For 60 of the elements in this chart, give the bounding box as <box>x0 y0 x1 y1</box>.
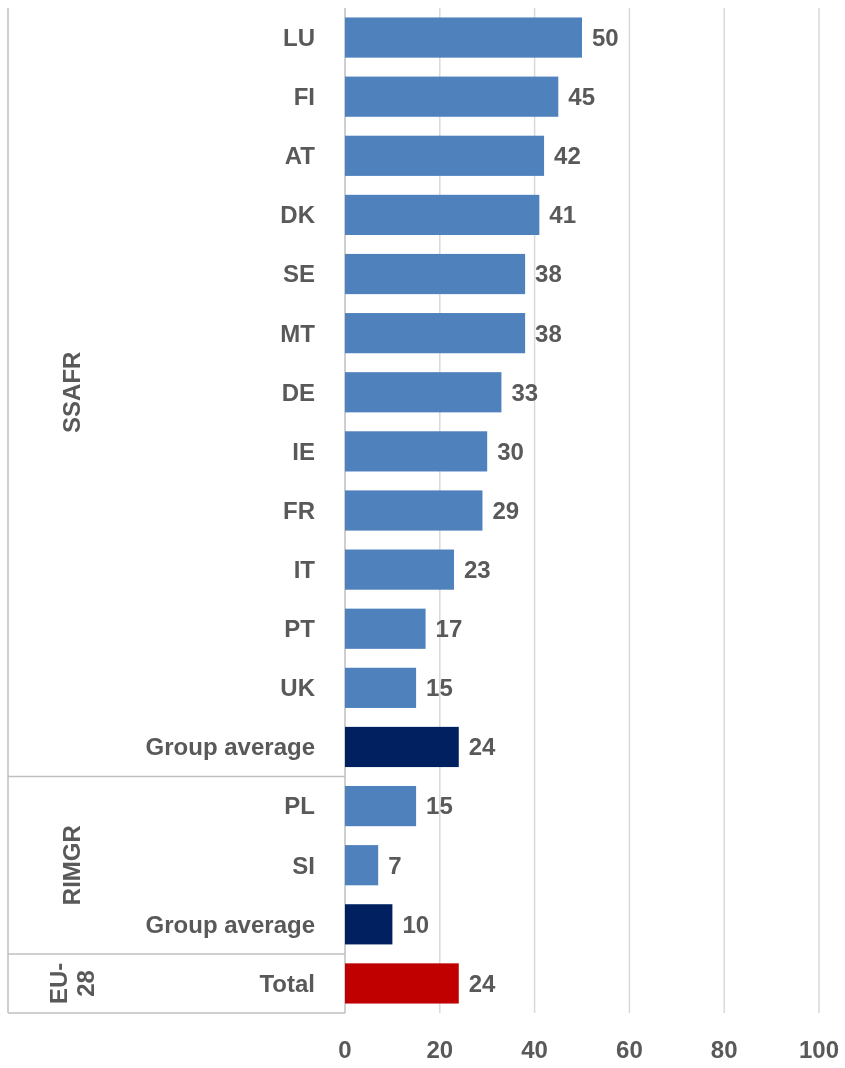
y-tick-label: DK <box>280 201 316 229</box>
x-tick-label: 20 <box>426 1036 454 1064</box>
data-label: 7 <box>388 851 402 879</box>
y-tick-label: Total <box>259 969 315 997</box>
data-label: 42 <box>554 142 581 170</box>
bar <box>345 726 459 768</box>
text: EU-28 <box>45 962 99 1005</box>
x-tick-label: 80 <box>710 1036 738 1064</box>
y-tick-label: DE <box>281 378 315 406</box>
bar <box>345 431 488 472</box>
data-label: 17 <box>435 615 463 643</box>
bar <box>345 845 379 886</box>
data-label: 10 <box>402 910 430 938</box>
bar <box>345 253 526 295</box>
data-label: 38 <box>535 260 562 288</box>
data-label: 30 <box>497 437 524 465</box>
y-tick-label: IT <box>293 556 316 584</box>
bar <box>345 963 459 1004</box>
bar <box>345 667 417 708</box>
bar <box>345 194 540 236</box>
bar <box>345 490 483 531</box>
y-tick-label: PT <box>284 615 316 643</box>
y-tick-label: Group average <box>145 733 315 761</box>
data-label: 29 <box>492 496 520 524</box>
data-label: 38 <box>535 319 562 347</box>
data-label: 24 <box>468 733 497 761</box>
x-tick-label: 0 <box>338 1036 352 1064</box>
y-tick-label: MT <box>280 319 316 347</box>
bar <box>345 76 559 117</box>
y-tick-label: AT <box>284 142 316 170</box>
y-tick-label: LU <box>283 23 315 51</box>
text: RIMGR <box>58 825 86 906</box>
data-label: 24 <box>468 969 497 997</box>
data-label: 23 <box>464 556 491 584</box>
data-label: 15 <box>426 792 453 820</box>
data-label: 50 <box>592 23 619 51</box>
x-tick-label: 40 <box>521 1036 548 1064</box>
data-label: 15 <box>426 674 453 702</box>
data-label: 33 <box>511 378 539 406</box>
y-tick-label: Group average <box>145 910 315 938</box>
bar <box>345 17 582 58</box>
y-tick-label: SE <box>282 260 315 288</box>
y-tick-label: SI <box>292 851 315 879</box>
y-tick-label: UK <box>280 674 316 702</box>
bar <box>345 608 426 649</box>
bar <box>345 135 545 176</box>
x-tick-label: 100 <box>798 1036 840 1064</box>
x-tick-label: 60 <box>616 1036 643 1064</box>
bar <box>345 313 526 354</box>
bar <box>345 372 502 413</box>
bar <box>345 549 455 590</box>
data-label: 41 <box>549 201 577 229</box>
y-tick-label: FI <box>293 83 315 111</box>
y-tick-label: FR <box>283 496 315 524</box>
bar <box>345 785 417 827</box>
bar <box>345 904 393 945</box>
text: SSAFR <box>58 351 86 433</box>
y-tick-label: IE <box>292 437 315 465</box>
data-label: 45 <box>568 83 595 111</box>
y-tick-label: PL <box>284 792 315 820</box>
